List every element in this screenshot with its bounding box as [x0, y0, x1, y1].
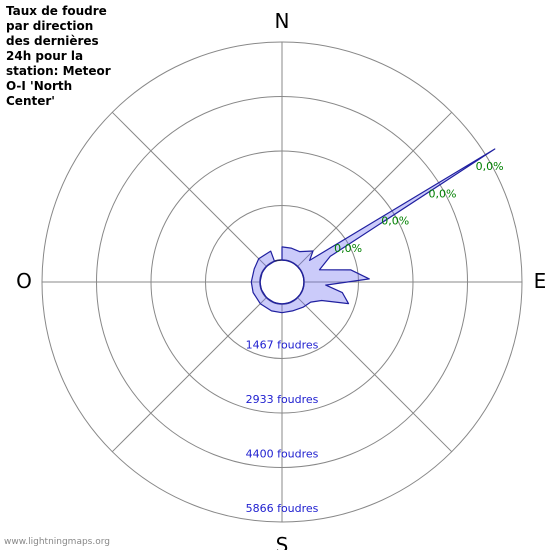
svg-text:O: O — [16, 269, 32, 293]
svg-text:N: N — [275, 9, 290, 33]
svg-text:4400 foudres: 4400 foudres — [246, 448, 319, 461]
svg-text:2933 foudres: 2933 foudres — [246, 393, 319, 406]
svg-text:0,0%: 0,0% — [334, 242, 362, 255]
svg-text:0,0%: 0,0% — [428, 187, 456, 200]
watermark: www.lightningmaps.org — [4, 537, 110, 547]
svg-text:S: S — [276, 533, 289, 550]
svg-text:0,0%: 0,0% — [381, 215, 409, 228]
svg-text:0,0%: 0,0% — [476, 160, 504, 173]
svg-text:E: E — [534, 269, 547, 293]
svg-text:1467 foudres: 1467 foudres — [246, 339, 319, 352]
chart-title: Taux de foudre par direction des dernièr… — [6, 4, 116, 109]
svg-text:5866 foudres: 5866 foudres — [246, 502, 319, 515]
